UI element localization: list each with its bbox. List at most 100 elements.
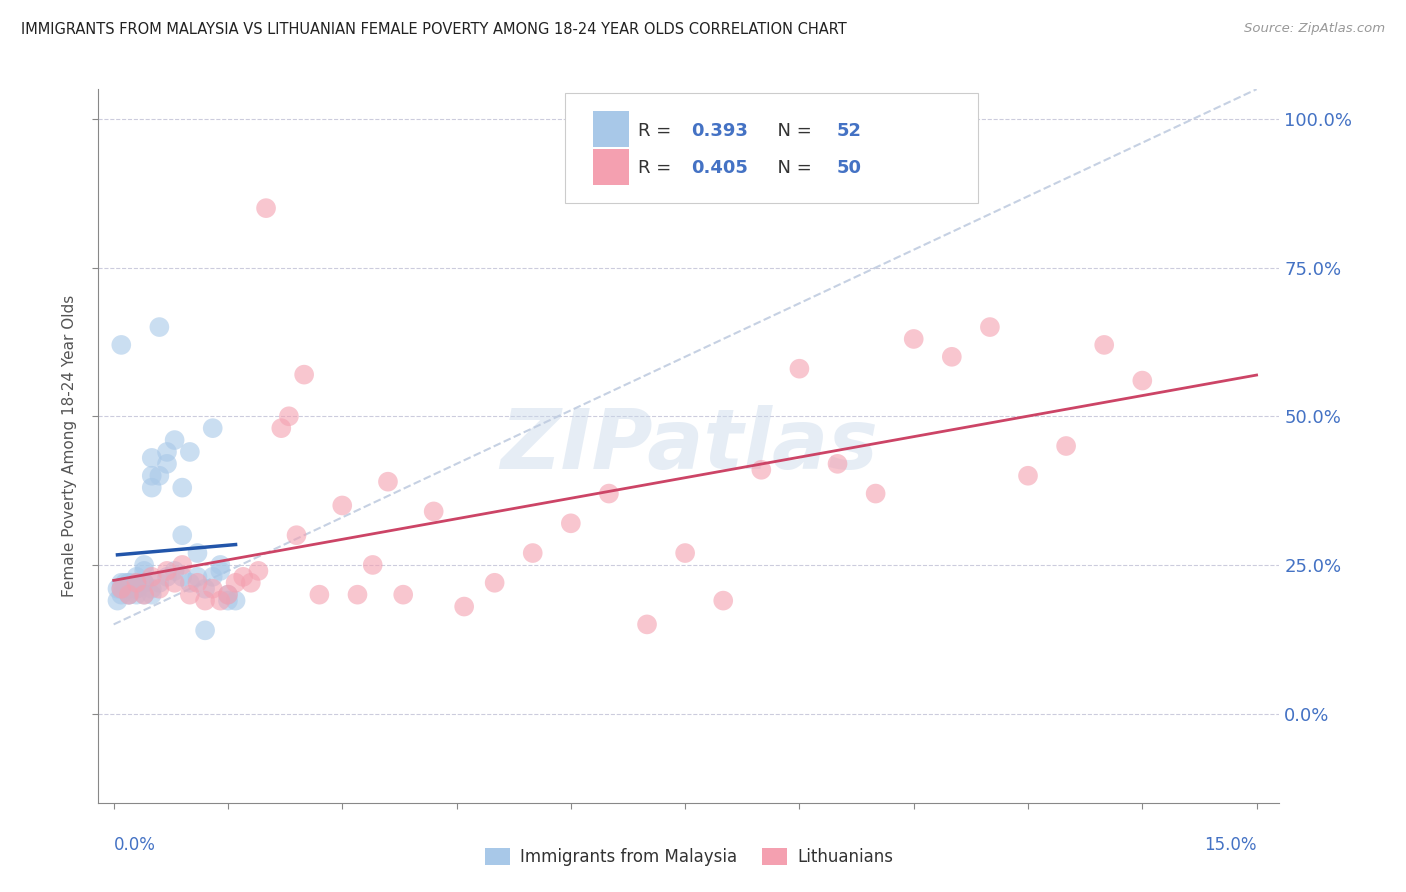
Point	[156, 457, 179, 471]
Point	[141, 570, 163, 584]
Point	[194, 593, 217, 607]
Point	[749, 463, 772, 477]
Text: 15.0%: 15.0%	[1204, 836, 1257, 854]
Point	[346, 588, 368, 602]
Point	[598, 486, 620, 500]
Y-axis label: Female Poverty Among 18-24 Year Olds: Female Poverty Among 18-24 Year Olds	[62, 295, 77, 597]
Point	[1054, 439, 1077, 453]
Point	[134, 588, 156, 602]
Point	[484, 575, 506, 590]
Point	[172, 570, 194, 584]
Point	[377, 475, 399, 489]
Point	[225, 575, 247, 590]
Point	[711, 593, 734, 607]
Point	[1130, 374, 1153, 388]
Point	[979, 320, 1001, 334]
Point	[163, 575, 186, 590]
Text: R =: R =	[638, 160, 678, 178]
FancyBboxPatch shape	[593, 149, 628, 185]
Text: R =: R =	[638, 121, 678, 139]
Point	[134, 588, 156, 602]
Point	[156, 570, 179, 584]
Point	[201, 582, 224, 596]
Point	[118, 575, 141, 590]
Point	[163, 433, 186, 447]
Point	[118, 588, 141, 602]
Text: 0.393: 0.393	[692, 121, 748, 139]
Point	[134, 575, 156, 590]
Point	[865, 486, 887, 500]
Point	[247, 564, 270, 578]
Point	[941, 350, 963, 364]
Point	[422, 504, 444, 518]
Point	[134, 564, 156, 578]
Point	[239, 575, 262, 590]
Point	[148, 320, 170, 334]
Point	[186, 570, 208, 584]
Text: 0.0%: 0.0%	[114, 836, 156, 854]
Point	[270, 421, 292, 435]
Point	[361, 558, 384, 572]
Point	[114, 575, 136, 590]
Point	[118, 588, 141, 602]
Point	[148, 575, 170, 590]
Text: IMMIGRANTS FROM MALAYSIA VS LITHUANIAN FEMALE POVERTY AMONG 18-24 YEAR OLDS CORR: IMMIGRANTS FROM MALAYSIA VS LITHUANIAN F…	[21, 22, 846, 37]
Point	[522, 546, 544, 560]
Text: N =: N =	[766, 160, 817, 178]
Point	[125, 575, 148, 590]
Point	[194, 624, 217, 638]
Point	[141, 588, 163, 602]
Text: 0.405: 0.405	[692, 160, 748, 178]
Point	[110, 588, 132, 602]
Point	[201, 421, 224, 435]
Point	[156, 564, 179, 578]
Point	[110, 575, 132, 590]
Point	[789, 361, 811, 376]
Point	[209, 558, 232, 572]
Point	[827, 457, 849, 471]
Text: 50: 50	[837, 160, 862, 178]
Point	[134, 575, 156, 590]
Point	[285, 528, 308, 542]
Point	[141, 481, 163, 495]
Point	[179, 445, 201, 459]
Point	[148, 468, 170, 483]
Point	[107, 593, 129, 607]
Point	[217, 588, 239, 602]
Point	[172, 481, 194, 495]
FancyBboxPatch shape	[593, 112, 628, 147]
Point	[141, 582, 163, 596]
Point	[118, 582, 141, 596]
Point	[1092, 338, 1115, 352]
Point	[673, 546, 696, 560]
Point	[125, 575, 148, 590]
Point	[125, 588, 148, 602]
Point	[186, 575, 208, 590]
Point	[1017, 468, 1039, 483]
Point	[134, 558, 156, 572]
Point	[118, 588, 141, 602]
Text: N =: N =	[766, 121, 817, 139]
Point	[292, 368, 315, 382]
Point	[186, 546, 208, 560]
Point	[308, 588, 330, 602]
Point	[141, 450, 163, 465]
Text: ZIPatlas: ZIPatlas	[501, 406, 877, 486]
Point	[217, 588, 239, 602]
Point	[217, 593, 239, 607]
Point	[560, 516, 582, 531]
Point	[110, 582, 132, 596]
Point	[141, 468, 163, 483]
Point	[148, 582, 170, 596]
Text: 52: 52	[837, 121, 862, 139]
Point	[194, 582, 217, 596]
Point	[453, 599, 475, 614]
Point	[903, 332, 925, 346]
Point	[209, 593, 232, 607]
Point	[209, 564, 232, 578]
Point	[179, 588, 201, 602]
Text: Source: ZipAtlas.com: Source: ZipAtlas.com	[1244, 22, 1385, 36]
Point	[156, 445, 179, 459]
Point	[125, 582, 148, 596]
Point	[254, 201, 277, 215]
